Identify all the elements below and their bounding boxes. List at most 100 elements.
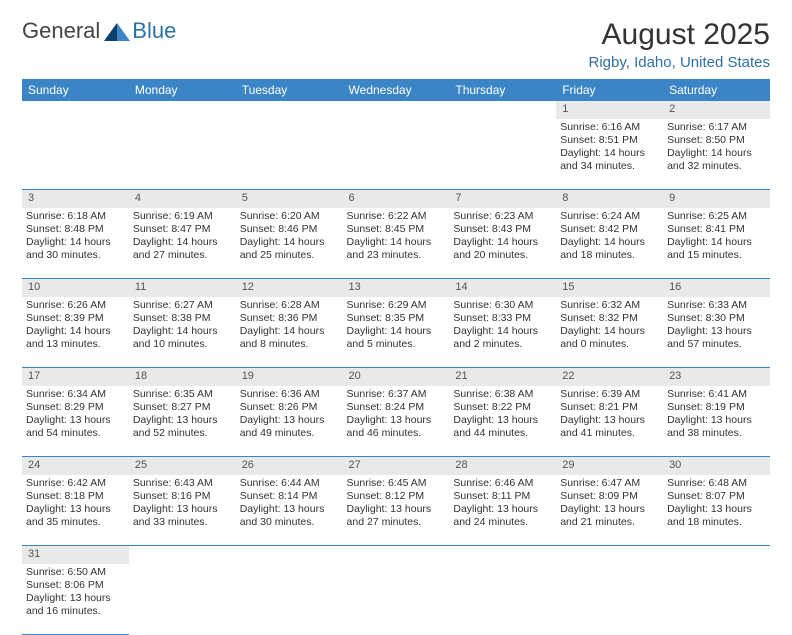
day-number-cell: 11 — [129, 279, 236, 298]
day-number-cell: 25 — [129, 457, 236, 476]
day-cell: Sunrise: 6:48 AMSunset: 8:07 PMDaylight:… — [663, 475, 770, 546]
day-sunset: Sunset: 8:50 PM — [667, 134, 766, 147]
day-sunset: Sunset: 8:41 PM — [667, 223, 766, 236]
day-cell: Sunrise: 6:50 AMSunset: 8:06 PMDaylight:… — [22, 564, 129, 635]
day-cell: Sunrise: 6:30 AMSunset: 8:33 PMDaylight:… — [449, 297, 556, 368]
day-day1: Daylight: 14 hours — [560, 147, 659, 160]
day-sunrise: Sunrise: 6:26 AM — [26, 299, 125, 312]
day-cell: Sunrise: 6:39 AMSunset: 8:21 PMDaylight:… — [556, 386, 663, 457]
day-sunset: Sunset: 8:16 PM — [133, 490, 232, 503]
day-cell: Sunrise: 6:42 AMSunset: 8:18 PMDaylight:… — [22, 475, 129, 546]
day-day2: and 0 minutes. — [560, 338, 659, 351]
day-sunrise: Sunrise: 6:23 AM — [453, 210, 552, 223]
day-sunrise: Sunrise: 6:37 AM — [347, 388, 446, 401]
day-day2: and 52 minutes. — [133, 427, 232, 440]
day-day1: Daylight: 13 hours — [347, 503, 446, 516]
day-cell: Sunrise: 6:38 AMSunset: 8:22 PMDaylight:… — [449, 386, 556, 457]
day-day2: and 18 minutes. — [667, 516, 766, 529]
day-number-cell — [343, 101, 450, 119]
day-sunset: Sunset: 8:29 PM — [26, 401, 125, 414]
day-sunrise: Sunrise: 6:32 AM — [560, 299, 659, 312]
day-cell: Sunrise: 6:45 AMSunset: 8:12 PMDaylight:… — [343, 475, 450, 546]
day-day1: Daylight: 14 hours — [453, 325, 552, 338]
day-cell: Sunrise: 6:22 AMSunset: 8:45 PMDaylight:… — [343, 208, 450, 279]
week-row: Sunrise: 6:26 AMSunset: 8:39 PMDaylight:… — [22, 297, 770, 368]
day-sunset: Sunset: 8:11 PM — [453, 490, 552, 503]
day-cell: Sunrise: 6:47 AMSunset: 8:09 PMDaylight:… — [556, 475, 663, 546]
day-day1: Daylight: 14 hours — [347, 325, 446, 338]
day-sunset: Sunset: 8:36 PM — [240, 312, 339, 325]
day-sunrise: Sunrise: 6:47 AM — [560, 477, 659, 490]
day-sunset: Sunset: 8:39 PM — [26, 312, 125, 325]
day-cell: Sunrise: 6:17 AMSunset: 8:50 PMDaylight:… — [663, 119, 770, 190]
day-sunset: Sunset: 8:42 PM — [560, 223, 659, 236]
day-day1: Daylight: 13 hours — [560, 503, 659, 516]
day-sunset: Sunset: 8:46 PM — [240, 223, 339, 236]
day-sunrise: Sunrise: 6:36 AM — [240, 388, 339, 401]
daynum-row: 31 — [22, 546, 770, 565]
day-day2: and 32 minutes. — [667, 160, 766, 173]
day-number-cell: 10 — [22, 279, 129, 298]
day-number-cell: 1 — [556, 101, 663, 119]
day-header: Friday — [556, 79, 663, 101]
day-day2: and 2 minutes. — [453, 338, 552, 351]
day-number-cell — [236, 546, 343, 565]
day-day1: Daylight: 13 hours — [26, 503, 125, 516]
day-day2: and 30 minutes. — [26, 249, 125, 262]
day-sunrise: Sunrise: 6:19 AM — [133, 210, 232, 223]
day-cell: Sunrise: 6:46 AMSunset: 8:11 PMDaylight:… — [449, 475, 556, 546]
daynum-row: 17181920212223 — [22, 368, 770, 387]
day-sunset: Sunset: 8:18 PM — [26, 490, 125, 503]
day-number-cell: 13 — [343, 279, 450, 298]
daynum-row: 3456789 — [22, 190, 770, 209]
day-sunset: Sunset: 8:38 PM — [133, 312, 232, 325]
day-number-cell — [236, 101, 343, 119]
day-number-cell — [129, 101, 236, 119]
day-number-cell: 12 — [236, 279, 343, 298]
day-header: Tuesday — [236, 79, 343, 101]
day-day1: Daylight: 13 hours — [26, 592, 125, 605]
day-header-row: Sunday Monday Tuesday Wednesday Thursday… — [22, 79, 770, 101]
day-number-cell: 2 — [663, 101, 770, 119]
day-sunset: Sunset: 8:45 PM — [347, 223, 446, 236]
day-sunrise: Sunrise: 6:34 AM — [26, 388, 125, 401]
day-sunrise: Sunrise: 6:16 AM — [560, 121, 659, 134]
day-cell — [663, 564, 770, 635]
day-sunset: Sunset: 8:14 PM — [240, 490, 339, 503]
day-day1: Daylight: 14 hours — [26, 325, 125, 338]
day-sunrise: Sunrise: 6:24 AM — [560, 210, 659, 223]
day-day1: Daylight: 14 hours — [240, 236, 339, 249]
day-number-cell: 30 — [663, 457, 770, 476]
day-cell — [22, 119, 129, 190]
day-day2: and 33 minutes. — [133, 516, 232, 529]
day-day1: Daylight: 13 hours — [560, 414, 659, 427]
day-day2: and 41 minutes. — [560, 427, 659, 440]
day-day2: and 23 minutes. — [347, 249, 446, 262]
day-day2: and 46 minutes. — [347, 427, 446, 440]
brand-part1: General — [22, 18, 100, 44]
day-day2: and 10 minutes. — [133, 338, 232, 351]
day-sunset: Sunset: 8:22 PM — [453, 401, 552, 414]
day-sunset: Sunset: 8:24 PM — [347, 401, 446, 414]
day-sunset: Sunset: 8:51 PM — [560, 134, 659, 147]
day-sunrise: Sunrise: 6:30 AM — [453, 299, 552, 312]
day-day1: Daylight: 14 hours — [26, 236, 125, 249]
day-sunset: Sunset: 8:09 PM — [560, 490, 659, 503]
day-cell: Sunrise: 6:25 AMSunset: 8:41 PMDaylight:… — [663, 208, 770, 279]
day-sunrise: Sunrise: 6:28 AM — [240, 299, 339, 312]
day-cell: Sunrise: 6:24 AMSunset: 8:42 PMDaylight:… — [556, 208, 663, 279]
day-header: Saturday — [663, 79, 770, 101]
day-number-cell: 17 — [22, 368, 129, 387]
day-day2: and 49 minutes. — [240, 427, 339, 440]
day-day2: and 38 minutes. — [667, 427, 766, 440]
day-number-cell: 26 — [236, 457, 343, 476]
week-row: Sunrise: 6:42 AMSunset: 8:18 PMDaylight:… — [22, 475, 770, 546]
day-day1: Daylight: 13 hours — [26, 414, 125, 427]
day-cell — [343, 119, 450, 190]
day-cell — [129, 564, 236, 635]
day-cell: Sunrise: 6:44 AMSunset: 8:14 PMDaylight:… — [236, 475, 343, 546]
day-cell: Sunrise: 6:32 AMSunset: 8:32 PMDaylight:… — [556, 297, 663, 368]
day-number-cell — [556, 546, 663, 565]
day-day2: and 5 minutes. — [347, 338, 446, 351]
day-day1: Daylight: 14 hours — [667, 236, 766, 249]
